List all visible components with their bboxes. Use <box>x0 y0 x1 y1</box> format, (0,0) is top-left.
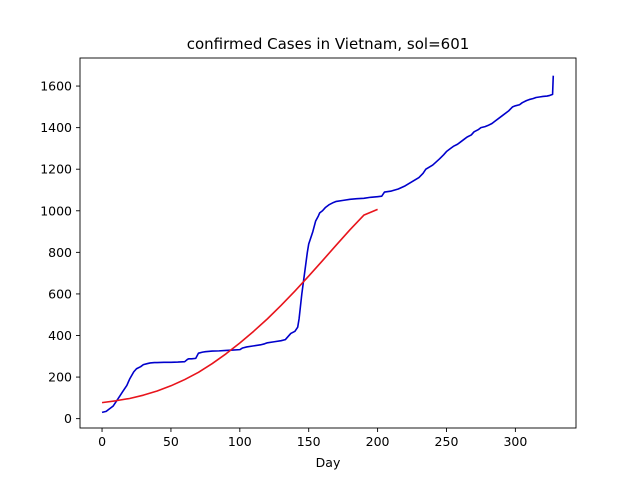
x-tick-label: 300 <box>503 434 527 449</box>
x-axis-label: Day <box>316 455 341 470</box>
x-axis: 0 50 100 150 200 250 300 <box>98 428 527 449</box>
y-tick-label: 1600 <box>40 79 72 94</box>
y-tick-label: 400 <box>48 328 72 343</box>
series-line-1 <box>101 208 378 404</box>
x-tick-label: 50 <box>163 434 179 449</box>
x-tick-label: 200 <box>366 434 390 449</box>
y-tick-label: 800 <box>48 245 72 260</box>
series-line-0 <box>101 75 555 414</box>
data-layer <box>101 75 555 414</box>
y-tick-label: 1400 <box>40 120 72 135</box>
y-tick-label: 1000 <box>40 203 72 218</box>
y-axis: 0 200 400 600 800 1000 1200 1400 1600 <box>40 79 80 426</box>
x-tick-label: 250 <box>435 434 459 449</box>
y-tick-label: 1200 <box>40 162 72 177</box>
y-tick-label: 600 <box>48 286 72 301</box>
y-tick-label: 0 <box>64 411 72 426</box>
x-tick-label: 150 <box>297 434 321 449</box>
x-tick-label: 0 <box>98 434 106 449</box>
chart-title: confirmed Cases in Vietnam, sol=601 <box>187 35 470 53</box>
plot-frame <box>79 57 577 429</box>
x-tick-label: 100 <box>228 434 252 449</box>
y-tick-label: 200 <box>48 370 72 385</box>
